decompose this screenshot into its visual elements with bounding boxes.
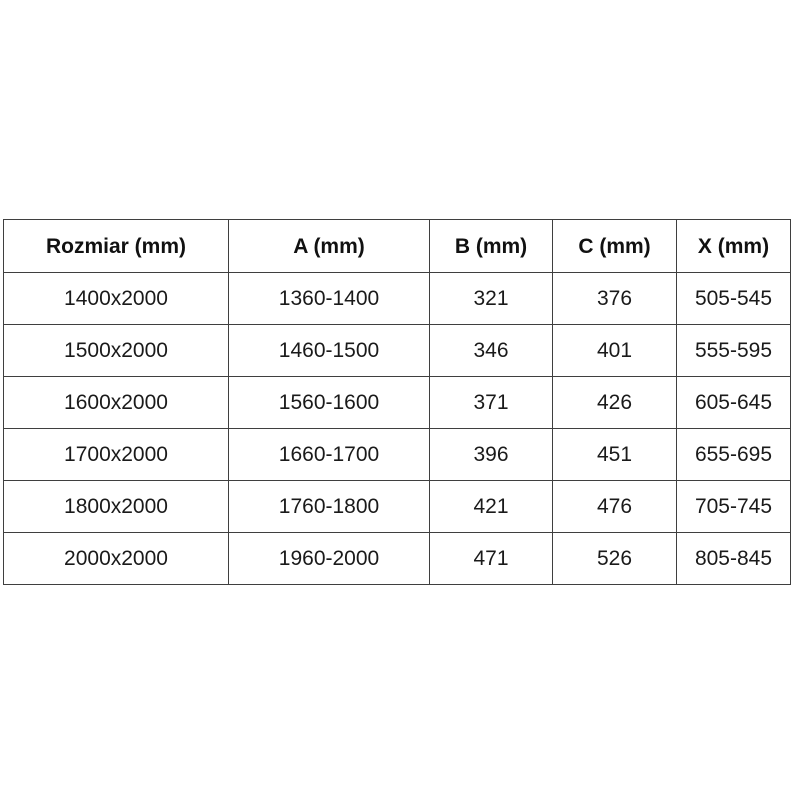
cell-x: 805-845	[676, 532, 791, 585]
cell-b: 371	[429, 376, 553, 429]
cell-a: 1660-1700	[228, 428, 430, 481]
cell-c: 526	[552, 532, 677, 585]
size-specification-table: Rozmiar (mm) A (mm) B (mm) C (mm) X (mm)…	[3, 219, 791, 585]
cell-x: 505-545	[676, 272, 791, 325]
header-x: X (mm)	[676, 219, 791, 273]
cell-rozmiar: 1700x2000	[3, 428, 229, 481]
table-row: 1700x2000 1660-1700 396 451 655-695	[3, 428, 791, 481]
cell-a: 1760-1800	[228, 480, 430, 533]
cell-a: 1560-1600	[228, 376, 430, 429]
cell-b: 471	[429, 532, 553, 585]
header-rozmiar: Rozmiar (mm)	[3, 219, 229, 273]
cell-x: 655-695	[676, 428, 791, 481]
table-row: 1600x2000 1560-1600 371 426 605-645	[3, 376, 791, 429]
cell-x: 555-595	[676, 324, 791, 377]
cell-rozmiar: 1400x2000	[3, 272, 229, 325]
cell-x: 605-645	[676, 376, 791, 429]
table-row: 2000x2000 1960-2000 471 526 805-845	[3, 532, 791, 585]
cell-rozmiar: 1600x2000	[3, 376, 229, 429]
header-row: Rozmiar (mm) A (mm) B (mm) C (mm) X (mm)	[3, 219, 791, 273]
cell-c: 426	[552, 376, 677, 429]
cell-c: 401	[552, 324, 677, 377]
cell-x: 705-745	[676, 480, 791, 533]
table-row: 1800x2000 1760-1800 421 476 705-745	[3, 480, 791, 533]
cell-rozmiar: 1500x2000	[3, 324, 229, 377]
cell-b: 346	[429, 324, 553, 377]
header-a: A (mm)	[228, 219, 430, 273]
cell-rozmiar: 2000x2000	[3, 532, 229, 585]
cell-c: 451	[552, 428, 677, 481]
cell-a: 1460-1500	[228, 324, 430, 377]
cell-b: 421	[429, 480, 553, 533]
table-row: 1500x2000 1460-1500 346 401 555-595	[3, 324, 791, 377]
cell-c: 376	[552, 272, 677, 325]
table-row: 1400x2000 1360-1400 321 376 505-545	[3, 272, 791, 325]
cell-a: 1360-1400	[228, 272, 430, 325]
header-c: C (mm)	[552, 219, 677, 273]
cell-b: 396	[429, 428, 553, 481]
cell-c: 476	[552, 480, 677, 533]
cell-b: 321	[429, 272, 553, 325]
cell-a: 1960-2000	[228, 532, 430, 585]
cell-rozmiar: 1800x2000	[3, 480, 229, 533]
header-b: B (mm)	[429, 219, 553, 273]
